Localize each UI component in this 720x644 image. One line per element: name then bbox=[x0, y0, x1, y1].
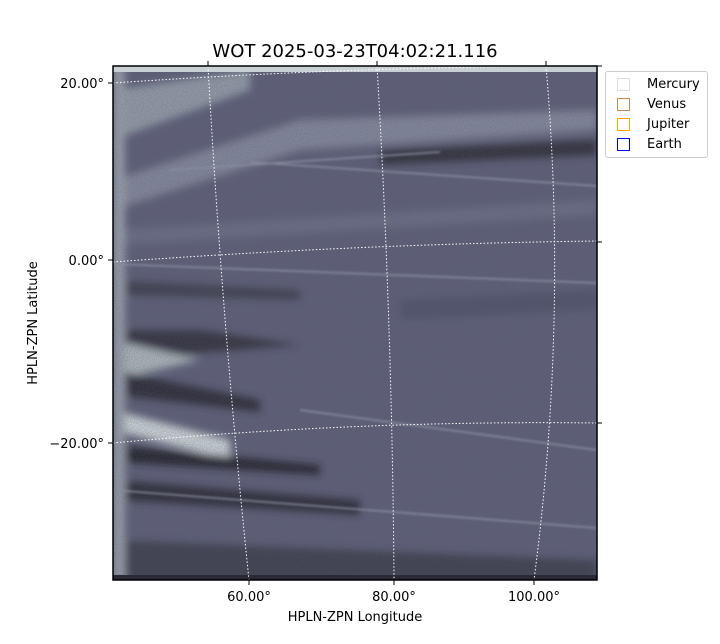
y-axis-label: HPLN-ZPN Latitude bbox=[26, 261, 41, 384]
legend-item-earth: Earth bbox=[617, 134, 682, 154]
legend-label: Jupiter bbox=[647, 116, 690, 132]
grid-lon-80 bbox=[376, 66, 395, 580]
grid-lat-20 bbox=[113, 66, 597, 84]
legend-label: Earth bbox=[647, 136, 682, 152]
ticks bbox=[108, 61, 602, 585]
chart-title: WOT 2025-03-23T04:02:21.116 bbox=[212, 41, 497, 62]
x-tick-label: 80.00° bbox=[372, 590, 416, 605]
solar-image bbox=[113, 66, 597, 580]
plot-frame bbox=[112, 65, 598, 581]
legend-item-jupiter: Jupiter bbox=[617, 114, 689, 134]
legend-swatch bbox=[617, 137, 630, 151]
legend-label: Mercury bbox=[647, 76, 700, 92]
grid-lon-100 bbox=[533, 66, 556, 580]
x-tick-label: 60.00° bbox=[227, 590, 271, 605]
legend-swatch bbox=[617, 77, 630, 91]
legend-label: Venus bbox=[647, 96, 687, 112]
coordinate-grid bbox=[113, 66, 597, 580]
legend-item-venus: Venus bbox=[617, 94, 686, 114]
legend-swatch bbox=[617, 117, 630, 131]
x-tick-label: 100.00° bbox=[508, 590, 560, 605]
y-tick-label: −20.00° bbox=[49, 437, 104, 452]
x-axis-label: HPLN-ZPN Longitude bbox=[288, 610, 423, 625]
legend-swatch bbox=[617, 97, 630, 111]
grid-lat-m20 bbox=[113, 422, 597, 444]
legend-item-mercury: Mercury bbox=[617, 74, 700, 94]
grid-lon-60 bbox=[207, 66, 250, 580]
y-tick-label: 0.00° bbox=[69, 254, 104, 269]
y-tick-label: 20.00° bbox=[60, 77, 104, 92]
grid-lat-0 bbox=[113, 240, 597, 263]
legend: Mercury Venus Jupiter Earth bbox=[605, 71, 708, 158]
